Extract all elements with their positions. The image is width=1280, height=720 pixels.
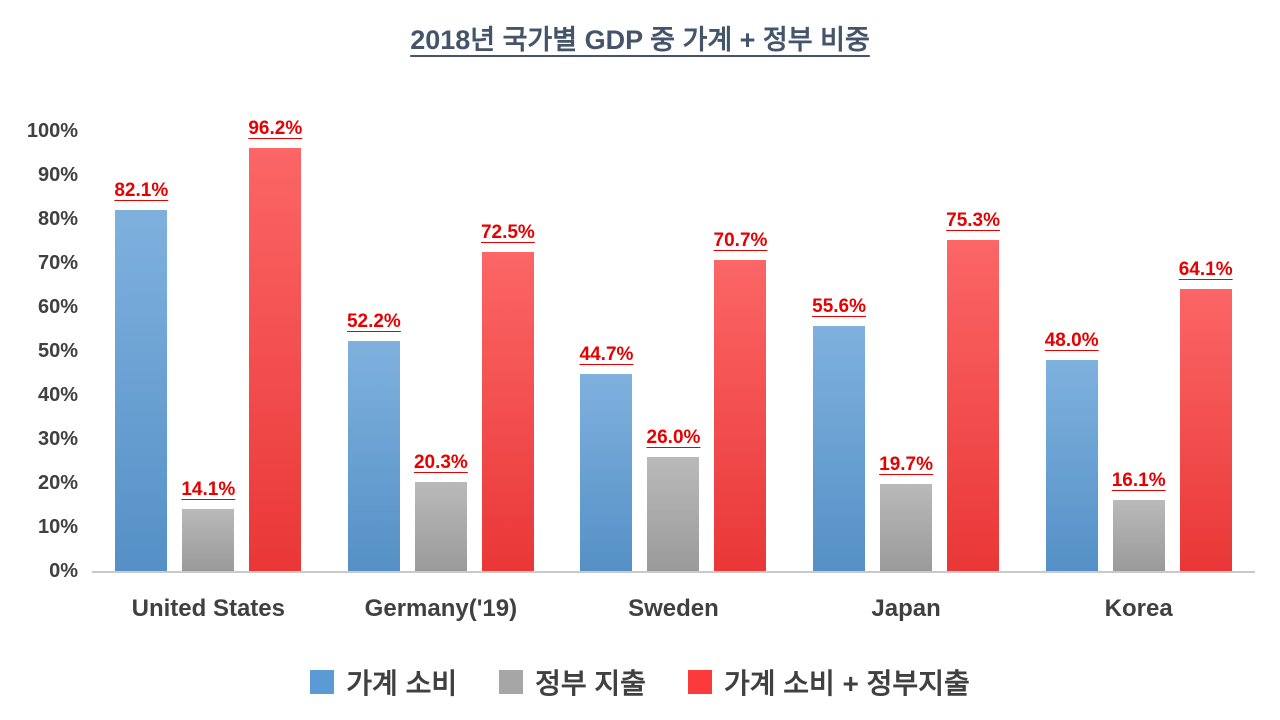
legend: 가계 소비 정부 지출 가계 소비 + 정부지출 bbox=[0, 662, 1280, 702]
bar-data-label: 52.2% bbox=[346, 311, 401, 333]
bar-data-label: 44.7% bbox=[579, 344, 634, 366]
y-tick-label: 20% bbox=[37, 472, 78, 494]
bar-data-label: 20.3% bbox=[413, 451, 468, 473]
y-tick-label: 80% bbox=[37, 208, 78, 230]
bar-slot: 70.7% bbox=[713, 131, 768, 571]
bar-slot: 72.5% bbox=[480, 131, 535, 571]
bar-group: 52.2% 20.3% 72.5% bbox=[325, 131, 558, 571]
bar-data-label: 75.3% bbox=[946, 209, 1001, 231]
x-axis-category-label: Korea bbox=[1104, 595, 1173, 622]
bar-series-0 bbox=[1045, 359, 1098, 571]
bar-series-1 bbox=[182, 508, 235, 571]
bar-slot: 52.2% bbox=[346, 131, 401, 571]
legend-label: 정부 지출 bbox=[535, 668, 646, 699]
x-axis-labels: United States Germany('19) Sweden Japan Kore… bbox=[92, 595, 1255, 623]
legend-swatch-icon bbox=[310, 670, 335, 694]
bar-data-label: 64.1% bbox=[1178, 258, 1233, 280]
y-tick-label: 40% bbox=[37, 384, 78, 406]
bar-data-label: 14.1% bbox=[181, 478, 236, 500]
bar-group: 44.7% 26.0% 70.7% bbox=[557, 131, 790, 571]
bar-slot: 64.1% bbox=[1178, 131, 1233, 571]
y-tick-label: 90% bbox=[37, 164, 78, 186]
bar-data-label: 55.6% bbox=[812, 296, 867, 318]
bar-series-2 bbox=[249, 147, 302, 571]
bar-slot: 19.7% bbox=[879, 131, 934, 571]
bar-group: 55.6% 19.7% 75.3% bbox=[790, 131, 1023, 571]
y-tick-label: 60% bbox=[37, 296, 78, 318]
y-tick-label: 0% bbox=[49, 560, 78, 582]
legend-item-0: 가계 소비 bbox=[310, 662, 457, 702]
x-axis-category-label: United States bbox=[131, 595, 285, 622]
legend-swatch-icon bbox=[687, 670, 712, 694]
bar-data-label: 26.0% bbox=[646, 426, 701, 448]
chart-title: 2018년 국가별 GDP 중 가계 + 정부 비중 bbox=[410, 25, 870, 55]
bar-data-label: 48.0% bbox=[1044, 329, 1099, 351]
bar-series-0 bbox=[813, 326, 866, 571]
legend-item-1: 정부 지출 bbox=[499, 662, 646, 702]
bar-slot: 44.7% bbox=[579, 131, 634, 571]
bar-series-2 bbox=[1179, 288, 1232, 571]
bar-series-0 bbox=[347, 341, 400, 571]
y-tick-label: 10% bbox=[37, 516, 78, 538]
bar-group: 48.0% 16.1% 64.1% bbox=[1022, 131, 1255, 571]
plot-area: 82.1% 14.1% 96.2% 52.2% 20.3% 72.5% 44.7% 26.0%… bbox=[92, 118, 1255, 573]
x-axis-category-label: Germany('19) bbox=[364, 595, 518, 622]
bar-series-1 bbox=[647, 456, 700, 571]
y-axis: 100% 90% 80% 70% 60% 50% 40% 30% 20% 10% 0% bbox=[0, 120, 78, 582]
y-tick-label: 100% bbox=[26, 120, 78, 142]
bar-series-0 bbox=[115, 209, 168, 571]
bar-series-2 bbox=[714, 259, 767, 571]
bar-data-label: 96.2% bbox=[248, 117, 303, 139]
y-tick-label: 70% bbox=[37, 252, 78, 274]
legend-item-2: 가계 소비 + 정부지출 bbox=[687, 662, 970, 702]
bar-series-2 bbox=[481, 252, 534, 571]
bar-series-1 bbox=[414, 481, 467, 571]
bar-slot: 96.2% bbox=[248, 118, 302, 571]
x-axis-category-label: Japan bbox=[871, 595, 941, 622]
bar-slot: 20.3% bbox=[413, 131, 468, 571]
bar-data-label: 82.1% bbox=[114, 179, 169, 201]
bar-slot: 82.1% bbox=[114, 131, 169, 571]
bar-slot: 48.0% bbox=[1044, 131, 1099, 571]
bar-group: 82.1% 14.1% 96.2% bbox=[92, 118, 325, 571]
bar-series-2 bbox=[947, 239, 1000, 571]
bar-slot: 26.0% bbox=[646, 131, 701, 571]
bar-data-label: 70.7% bbox=[713, 229, 768, 251]
bar-series-1 bbox=[1112, 500, 1165, 571]
y-tick-label: 30% bbox=[37, 428, 78, 450]
y-tick-label: 50% bbox=[37, 340, 78, 362]
bar-series-0 bbox=[580, 374, 633, 571]
bar-data-label: 16.1% bbox=[1111, 470, 1166, 492]
bar-slot: 14.1% bbox=[181, 131, 236, 571]
legend-label: 가계 소비 bbox=[346, 668, 458, 699]
bar-data-label: 19.7% bbox=[879, 454, 934, 476]
legend-label: 가계 소비 + 정부지출 bbox=[723, 668, 970, 699]
bar-slot: 16.1% bbox=[1111, 131, 1166, 571]
bar-series-1 bbox=[880, 484, 933, 571]
bar-data-label: 72.5% bbox=[480, 222, 535, 243]
bar-slot: 55.6% bbox=[812, 131, 867, 571]
legend-swatch-icon bbox=[499, 670, 524, 694]
bar-slot: 75.3% bbox=[946, 131, 1001, 571]
x-axis-category-label: Sweden bbox=[628, 595, 719, 622]
